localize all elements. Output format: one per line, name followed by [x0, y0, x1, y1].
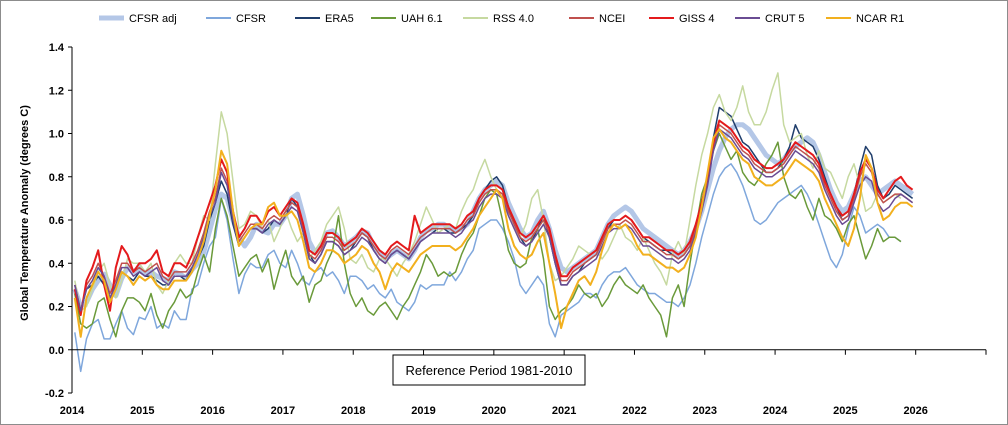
y-axis-ticks: -0.2 0.0 0.2 0.4 0.6 0.8 1.0 1.2 1.4: [45, 42, 72, 400]
reference-period-annotation: Reference Period 1981-2010: [392, 354, 586, 386]
series-line-cfsr: [74, 163, 902, 373]
y-tick-label: 0.8: [49, 172, 64, 184]
series-lines: [72, 72, 915, 373]
x-tick-label: 2016: [200, 405, 224, 417]
legend-item: ERA5: [295, 13, 354, 25]
legend-item: UAH 6.1: [371, 13, 443, 25]
legend-label: UAH 6.1: [401, 13, 443, 25]
series-line-giss-4: [73, 119, 914, 317]
series-line-era5: [74, 106, 914, 312]
y-tick-label: 0.2: [49, 302, 64, 314]
legend-label: GISS 4: [679, 13, 714, 25]
legend: CFSR adj CFSR ERA5 UAH 6.1 RSS 4.0 NCEI GISS 4…: [99, 13, 904, 25]
legend-item: RSS 4.0: [463, 13, 534, 25]
legend-item: CFSR: [206, 13, 266, 25]
x-tick-label: 2026: [903, 405, 927, 417]
legend-label: NCEI: [599, 13, 625, 25]
legend-item: NCAR R1: [826, 13, 904, 25]
legend-label: CFSR: [236, 13, 266, 25]
y-tick-label: 1.2: [49, 85, 64, 97]
series-line-ncei: [74, 124, 914, 312]
x-tick-label: 2017: [271, 405, 295, 417]
legend-label: RSS 4.0: [493, 13, 534, 25]
x-tick-label: 2021: [552, 405, 576, 417]
y-tick-label: -0.2: [45, 388, 64, 400]
legend-label: CRUT 5: [765, 13, 805, 25]
x-tick-label: 2023: [693, 405, 717, 417]
x-tick-label: 2024: [763, 405, 788, 417]
y-tick-label: 1.0: [49, 129, 64, 141]
y-tick-label: 0.0: [49, 345, 64, 357]
x-tick-label: 2020: [482, 405, 506, 417]
legend-item: NCEI: [569, 13, 625, 25]
x-tick-label: 2022: [622, 405, 646, 417]
y-tick-label: 0.4: [49, 258, 65, 270]
x-tick-label: 2014: [60, 405, 85, 417]
legend-item: CRUT 5: [735, 13, 805, 25]
annotation-box: [392, 354, 586, 386]
legend-label: NCAR R1: [856, 13, 904, 25]
y-tick-label: 1.4: [49, 42, 65, 54]
series-line-ncar-r1: [73, 128, 914, 338]
legend-item: CFSR adj: [99, 13, 177, 25]
legend-label: ERA5: [325, 13, 354, 25]
x-tick-label: 2025: [833, 405, 857, 417]
x-tick-label: 2015: [130, 405, 154, 417]
legend-label: CFSR adj: [129, 13, 177, 25]
annotation-text: Reference Period 1981-2010: [406, 363, 573, 378]
legend-item: GISS 4: [649, 13, 714, 25]
x-tick-label: 2019: [411, 405, 435, 417]
y-tick-label: 0.6: [49, 215, 64, 227]
x-tick-label: 2018: [341, 405, 365, 417]
x-axis-ticks: 2014 2015 2016 2017 2018 2019 2020 2021 2022 2023…: [60, 349, 987, 417]
y-axis-title: Global Temperature Anomaly (degrees C): [19, 105, 31, 321]
